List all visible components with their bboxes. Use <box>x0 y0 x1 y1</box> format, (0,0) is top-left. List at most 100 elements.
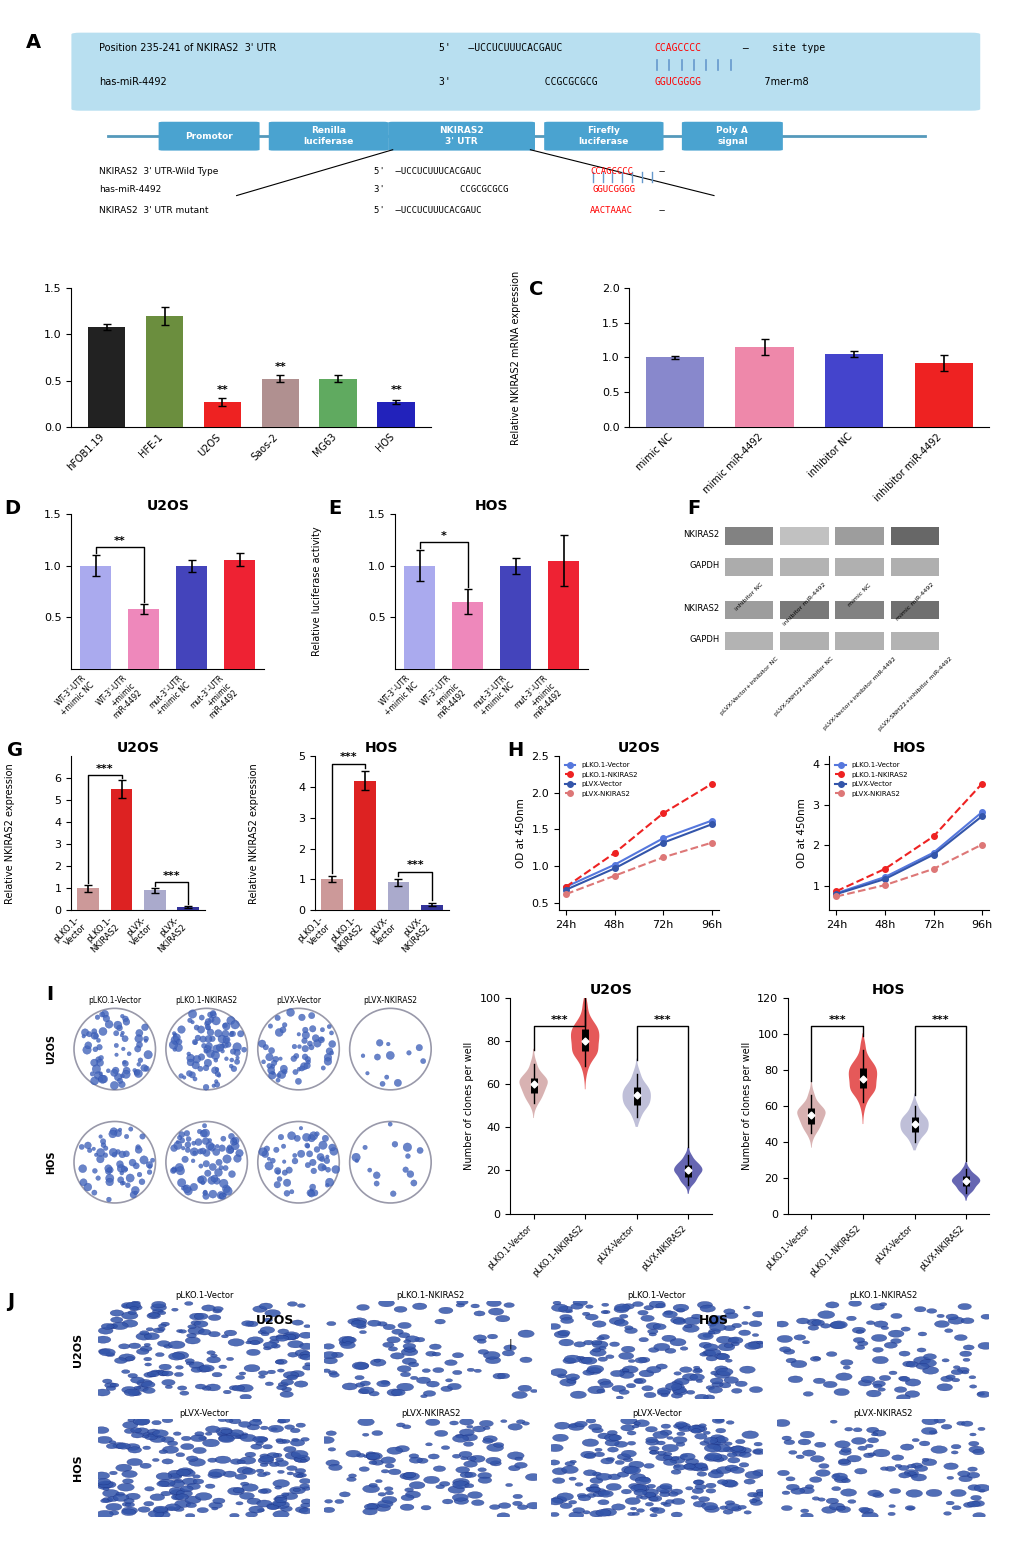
Circle shape <box>930 1446 947 1454</box>
Circle shape <box>92 1065 101 1073</box>
Y-axis label: OD at 450nm: OD at 450nm <box>516 799 525 868</box>
Circle shape <box>125 1444 140 1450</box>
Circle shape <box>202 1305 215 1311</box>
Circle shape <box>913 1307 925 1311</box>
Circle shape <box>921 1418 937 1424</box>
Circle shape <box>911 1438 918 1441</box>
Circle shape <box>776 1471 789 1475</box>
Circle shape <box>841 1447 851 1452</box>
Circle shape <box>671 1384 684 1390</box>
Circle shape <box>120 1181 124 1186</box>
Line: pLVX-Vector: pLVX-Vector <box>562 822 713 893</box>
Circle shape <box>292 1488 301 1492</box>
Circle shape <box>197 1508 208 1512</box>
Circle shape <box>634 1358 646 1364</box>
Circle shape <box>864 1444 872 1447</box>
Circle shape <box>558 1339 573 1345</box>
Circle shape <box>144 1067 149 1071</box>
Bar <box>146 316 183 427</box>
Circle shape <box>690 1429 700 1433</box>
Circle shape <box>324 1500 332 1503</box>
Circle shape <box>420 1395 427 1398</box>
Circle shape <box>105 1173 114 1183</box>
Circle shape <box>910 1463 922 1468</box>
Circle shape <box>387 1122 392 1127</box>
Circle shape <box>422 1368 430 1373</box>
Circle shape <box>703 1444 720 1452</box>
Circle shape <box>267 1452 279 1458</box>
Circle shape <box>97 1045 102 1050</box>
Circle shape <box>347 1319 360 1325</box>
pLVX-Vector <box>926 845 938 864</box>
Circle shape <box>655 1364 666 1368</box>
Circle shape <box>621 1466 638 1474</box>
Circle shape <box>323 1508 334 1512</box>
Circle shape <box>150 1375 156 1378</box>
Circle shape <box>100 1139 106 1144</box>
Circle shape <box>148 1164 152 1169</box>
Circle shape <box>355 1382 365 1387</box>
Circle shape <box>275 1028 283 1037</box>
Circle shape <box>207 1012 213 1017</box>
Circle shape <box>286 1008 294 1017</box>
Circle shape <box>380 1381 389 1384</box>
Circle shape <box>281 1492 288 1497</box>
Circle shape <box>552 1300 560 1305</box>
Circle shape <box>774 1320 788 1327</box>
Circle shape <box>592 1472 601 1477</box>
Circle shape <box>578 1495 590 1502</box>
Circle shape <box>114 1073 122 1081</box>
Bar <box>824 354 882 427</box>
pLKO.1-NKIRAS2 <box>829 882 842 901</box>
Circle shape <box>122 1502 130 1506</box>
Circle shape <box>195 1036 201 1040</box>
Circle shape <box>786 1477 795 1481</box>
Circle shape <box>735 1381 747 1387</box>
Circle shape <box>352 1362 369 1370</box>
Circle shape <box>184 1359 195 1362</box>
Circle shape <box>299 1127 303 1130</box>
Circle shape <box>367 1455 377 1460</box>
Text: Promotor: Promotor <box>185 132 232 141</box>
Circle shape <box>455 1303 465 1307</box>
Circle shape <box>405 1488 413 1492</box>
Circle shape <box>172 1351 189 1359</box>
Circle shape <box>309 1045 314 1050</box>
Circle shape <box>168 1471 183 1477</box>
Circle shape <box>94 1071 102 1079</box>
Circle shape <box>130 1305 142 1310</box>
Circle shape <box>135 1147 142 1153</box>
Circle shape <box>830 1474 847 1480</box>
Circle shape <box>386 1389 403 1396</box>
Circle shape <box>191 1159 195 1163</box>
Circle shape <box>460 1472 473 1478</box>
Circle shape <box>269 1339 279 1344</box>
Circle shape <box>600 1311 607 1314</box>
Circle shape <box>356 1324 366 1328</box>
Circle shape <box>289 1486 305 1494</box>
Circle shape <box>112 1322 128 1330</box>
Circle shape <box>110 1382 119 1387</box>
Circle shape <box>207 1356 220 1362</box>
Circle shape <box>301 1503 310 1508</box>
Circle shape <box>814 1443 825 1447</box>
Circle shape <box>445 1379 452 1382</box>
Circle shape <box>138 1506 150 1512</box>
Circle shape <box>833 1474 839 1477</box>
Circle shape <box>116 1444 125 1449</box>
Circle shape <box>576 1356 584 1361</box>
Circle shape <box>223 1187 232 1195</box>
Circle shape <box>137 1062 141 1067</box>
Circle shape <box>703 1432 709 1435</box>
Bar <box>835 632 883 650</box>
Circle shape <box>208 1472 222 1478</box>
Circle shape <box>129 1307 139 1311</box>
Circle shape <box>233 1155 242 1163</box>
Circle shape <box>710 1469 720 1474</box>
Circle shape <box>132 1418 150 1426</box>
Circle shape <box>212 1017 220 1025</box>
Circle shape <box>470 1455 485 1463</box>
Circle shape <box>374 1359 380 1362</box>
Circle shape <box>184 1495 201 1503</box>
Circle shape <box>287 1353 298 1358</box>
